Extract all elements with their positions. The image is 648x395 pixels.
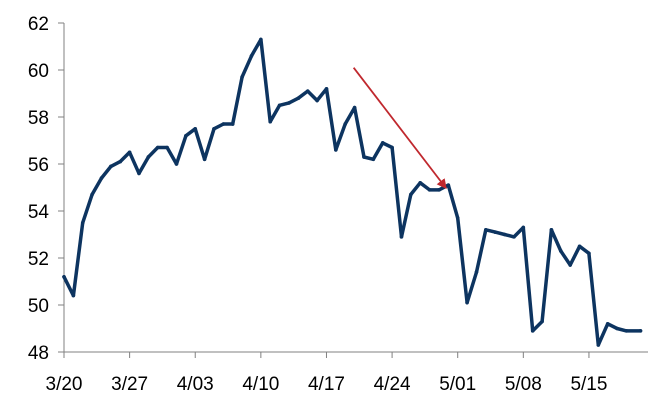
annotation-group (352, 67, 447, 190)
data-point (484, 228, 488, 232)
data-point (615, 326, 619, 331)
data-point (540, 319, 544, 324)
x-tick-label: 4/24 (374, 374, 411, 395)
data-point (371, 157, 376, 162)
data-point (493, 230, 498, 234)
data-point (334, 148, 338, 152)
data-point (446, 183, 451, 187)
data-point (512, 235, 516, 239)
data-point (127, 150, 132, 155)
data-point (174, 162, 179, 166)
data-point (587, 251, 591, 256)
data-point (352, 105, 357, 110)
x-axis: 3/20 3/27 4/03 4/10 4/17 4/24 5/01 5/08 5/15 (46, 351, 648, 395)
data-point (90, 192, 94, 197)
data-point (230, 122, 235, 126)
data-point (165, 145, 169, 150)
data-point (530, 329, 535, 333)
data-point (202, 157, 207, 162)
data-point (99, 176, 104, 180)
data-point (155, 145, 160, 150)
data-point (502, 232, 507, 237)
data-point (249, 54, 254, 58)
data-point (577, 244, 582, 249)
data-point (521, 225, 526, 230)
data-point (596, 343, 601, 347)
data-point (324, 87, 329, 91)
data-point (118, 159, 123, 164)
y-tick-label: 62 (28, 14, 49, 35)
data-point (437, 188, 441, 192)
data-point (62, 275, 66, 279)
x-tick-label: 3/20 (46, 374, 83, 395)
data-point (549, 228, 554, 232)
data-point (240, 75, 244, 79)
data-point (362, 155, 366, 159)
x-tick-label: 3/27 (111, 374, 148, 395)
data-point (137, 171, 141, 176)
data-point (418, 181, 423, 185)
y-tick-label: 56 (28, 155, 49, 176)
x-tick-label: 5/01 (439, 374, 476, 395)
y-tick-label: 48 (28, 343, 49, 364)
y-tick-label: 58 (28, 108, 49, 129)
data-point (409, 192, 413, 197)
data-point (399, 235, 404, 239)
data-point (109, 164, 113, 169)
y-axis: 48 50 52 54 56 58 60 62 (28, 14, 65, 364)
data-point (71, 293, 76, 298)
y-tick-label: 50 (28, 296, 49, 317)
data-point (277, 103, 282, 108)
data-point (146, 155, 151, 159)
data-point (455, 216, 460, 220)
series-line (62, 37, 643, 347)
data-point (605, 322, 610, 326)
data-point (287, 101, 291, 105)
data-point (193, 126, 198, 131)
x-tick-label: 5/15 (570, 374, 607, 395)
y-tick-label: 60 (28, 61, 49, 82)
data-point (80, 220, 85, 225)
data-point (390, 145, 394, 150)
x-tick-label: 4/10 (242, 374, 279, 395)
y-tick-label: 54 (28, 202, 50, 223)
data-point (184, 134, 188, 138)
trend-arrow (352, 67, 447, 190)
data-point (474, 270, 479, 274)
data-point (221, 122, 226, 126)
y-tick-label: 52 (28, 249, 49, 270)
data-point (259, 37, 263, 42)
data-point (315, 98, 319, 103)
x-tick-label: 5/08 (505, 374, 542, 395)
data-point (343, 122, 348, 126)
data-point (465, 300, 469, 305)
data-point (568, 263, 572, 267)
data-point (559, 249, 563, 253)
data-point (380, 141, 385, 145)
data-point (212, 126, 216, 131)
x-tick-label: 4/03 (177, 374, 214, 395)
data-point (624, 329, 629, 333)
data-point (427, 188, 432, 192)
data-point (296, 96, 301, 100)
x-tick-label: 4/17 (308, 374, 345, 395)
series-group (62, 37, 643, 347)
data-point (305, 89, 310, 93)
data-point (638, 329, 643, 333)
data-point (268, 119, 273, 124)
